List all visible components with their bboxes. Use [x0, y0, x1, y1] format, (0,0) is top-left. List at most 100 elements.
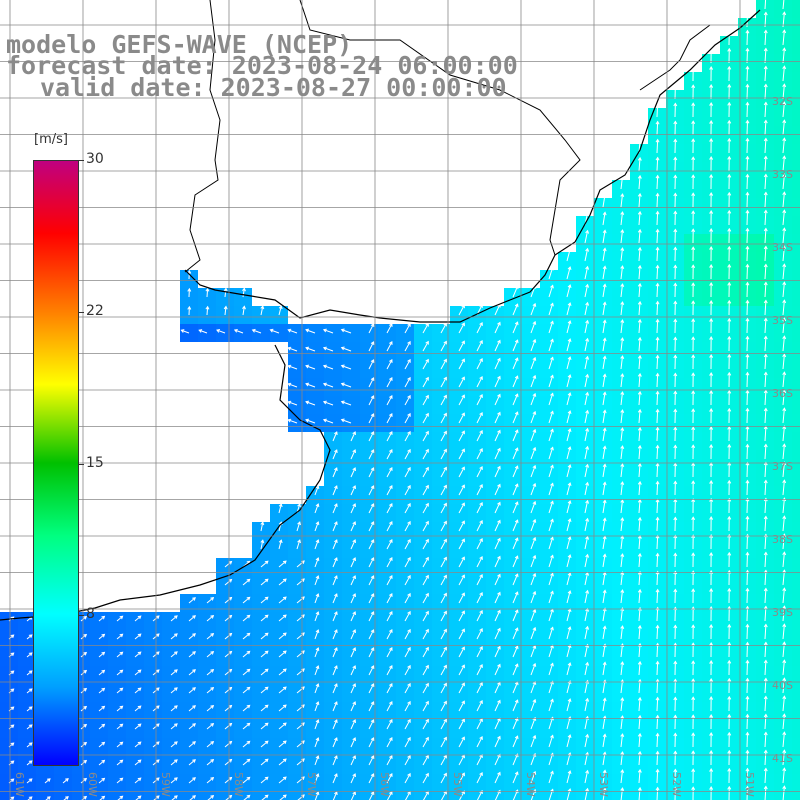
wind-arrow-head: [443, 700, 447, 705]
latitude-label: 32S: [772, 95, 793, 108]
wind-arrow-head: [602, 193, 607, 198]
wind-arrow-head: [228, 740, 233, 745]
wind-arrow: [782, 750, 785, 766]
wind-arrow: [314, 539, 319, 550]
wind-arrow: [404, 521, 411, 532]
wind-arrow: [332, 449, 338, 460]
wind-arrow-head: [602, 499, 607, 504]
wind-arrow: [134, 669, 142, 676]
wind-arrow-head: [370, 629, 375, 633]
wind-arrow-head: [425, 358, 429, 363]
wind-arrow-head: [727, 263, 732, 268]
wind-arrow-head: [334, 557, 338, 562]
wind-arrow: [170, 723, 178, 730]
wind-arrow-head: [497, 771, 501, 776]
wind-arrow-head: [101, 633, 106, 638]
wind-arrow-head: [532, 572, 537, 577]
wind-arrow-head: [322, 418, 327, 423]
wind-arrow: [638, 463, 641, 478]
wind-arrow: [26, 634, 33, 640]
wind-arrow: [62, 778, 69, 784]
wind-arrow: [584, 230, 589, 244]
wind-arrow: [332, 575, 338, 586]
wind-arrow: [440, 359, 447, 370]
wind-arrow: [746, 84, 749, 100]
wind-arrow: [638, 643, 641, 658]
wind-arrow-head: [745, 299, 750, 304]
wind-arrow-head: [461, 736, 465, 741]
longitude-label: 59W: [159, 772, 172, 797]
wind-arrow: [620, 248, 624, 262]
wind-arrow-head: [727, 731, 732, 736]
wind-arrow: [530, 645, 536, 658]
wind-arrow: [494, 646, 501, 658]
wind-arrow-head: [763, 479, 768, 484]
wind-arrow: [260, 668, 269, 676]
wind-arrow-head: [567, 590, 572, 595]
wind-arrow: [602, 212, 606, 226]
wind-arrow-head: [620, 787, 625, 792]
wind-arrow-head: [602, 373, 607, 378]
wind-arrow-head: [192, 597, 196, 601]
wind-arrow: [746, 426, 749, 442]
wind-arrow: [602, 374, 606, 388]
wind-arrow-head: [567, 302, 572, 307]
wind-arrow: [548, 411, 554, 424]
colorbar-tick-8: 8: [86, 606, 95, 622]
wind-speed-cell: [288, 792, 306, 800]
wind-arrow-head: [322, 328, 327, 333]
wind-arrow-head: [443, 340, 447, 345]
wind-arrow: [782, 318, 785, 334]
wind-arrow-head: [532, 770, 537, 775]
wind-speed-cell: [180, 792, 198, 800]
wind-arrow: [171, 795, 178, 800]
wind-arrow: [512, 411, 519, 424]
wind-arrow: [548, 591, 554, 604]
wind-arrow: [584, 338, 589, 352]
wind-arrow: [188, 777, 196, 784]
wind-arrow: [566, 302, 571, 316]
wind-arrow-head: [532, 554, 537, 559]
wind-arrow-head: [691, 156, 696, 161]
wind-arrow-head: [479, 574, 483, 578]
wind-arrow-head: [425, 574, 429, 579]
wind-arrow-head: [389, 323, 393, 327]
latitude-label: 37S: [772, 460, 793, 473]
wind-arrow: [566, 482, 571, 496]
wind-arrow-head: [461, 538, 465, 543]
wind-arrow-head: [655, 300, 660, 305]
wind-arrow-head: [673, 318, 678, 323]
wind-arrow: [476, 484, 483, 496]
wind-arrow-head: [334, 467, 338, 472]
wind-arrow-head: [370, 359, 375, 363]
wind-arrow: [224, 651, 232, 658]
wind-arrow: [782, 336, 785, 352]
wind-arrow-head: [282, 704, 287, 709]
wind-arrow-head: [550, 410, 554, 415]
wind-arrow: [189, 795, 196, 800]
wind-arrow-head: [727, 659, 732, 664]
wind-arrow-head: [691, 192, 696, 197]
wind-arrow-head: [763, 677, 768, 682]
wind-arrow: [512, 483, 519, 496]
wind-arrow-head: [242, 305, 246, 310]
wind-arrow-head: [282, 758, 287, 763]
wind-arrow: [170, 741, 178, 748]
wind-arrow-head: [315, 701, 320, 706]
wind-arrow: [332, 611, 338, 622]
wind-arrow: [440, 431, 447, 442]
wind-speed-cell: [468, 792, 486, 800]
wind-arrow: [404, 629, 411, 640]
wind-arrow: [494, 340, 501, 352]
wind-arrow: [620, 464, 624, 478]
wind-arrow-head: [763, 173, 768, 178]
wind-arrow: [530, 321, 536, 334]
wind-arrow-head: [228, 596, 233, 601]
wind-arrow: [530, 339, 536, 352]
wind-arrow-head: [727, 317, 732, 322]
wind-arrow-head: [585, 283, 590, 288]
wind-arrow-head: [192, 651, 196, 655]
wind-arrow: [116, 687, 123, 694]
wind-speed-cell: [234, 792, 252, 800]
wind-arrow: [764, 318, 767, 334]
